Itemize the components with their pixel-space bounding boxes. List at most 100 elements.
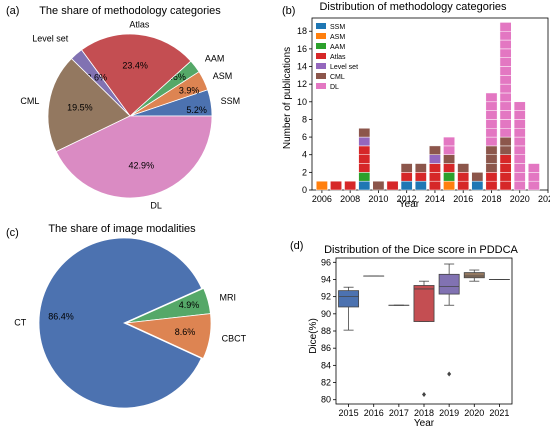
pie-percent-label: 2.6% [165,72,186,82]
bar-segment-dl [443,136,455,147]
pie-chart: 4.9% MRI 8.6% CBCT 86.4% CT [14,237,247,409]
x-axis-label: Year [414,418,435,429]
pie-percent-label: 2.6% [86,73,107,83]
pie-percent-label: 4.9% [179,300,200,310]
bar-segment-cml [358,128,371,138]
legend-swatch [316,53,326,59]
x-tick-label: 2018 [414,408,434,418]
y-tick-label: 86 [321,343,331,353]
bar-segment-ssm [471,180,484,191]
plot-frame [335,257,513,405]
pie-category-label: DL [150,201,162,211]
x-tick-label: 2016 [453,194,473,204]
bar-segment-level-set [358,136,371,147]
x-tick-label: 2018 [481,194,501,204]
bar-segment-asm [315,180,328,191]
y-axis-label: Dice(%) [308,318,319,354]
x-tick-label: 2014 [425,194,445,204]
bar-segment-dl [513,101,526,111]
bar-segment-cml [485,154,498,164]
bar-segment-cml [372,180,385,191]
bar-segment-cml [429,145,441,155]
x-tick-label: 2021 [489,408,509,418]
bar-segment-atlas [429,163,441,173]
bar-segment-dl [499,66,512,76]
legend-label: SSM [330,24,345,31]
y-tick-label: 16 [297,44,307,54]
bar-segment-atlas [457,180,470,191]
bar-segment-atlas [358,163,371,173]
y-tick-label: 2 [302,167,307,177]
y-tick-label: 0 [302,185,307,195]
panel-label: (d) [290,240,303,252]
bar-segment-ssm [358,180,371,191]
bar-segment-ssm [400,180,413,191]
bar-segment-ssm [414,180,427,191]
bar-segment-atlas [443,163,455,173]
panel-label: (c) [6,227,19,239]
bar-segment-cml [499,145,512,155]
bar-segment-cml [499,136,512,147]
x-tick-label: 2008 [340,194,360,204]
legend-swatch [316,43,326,49]
bar-segment-dl [513,136,526,147]
pie-slice-cml [47,58,131,153]
legend-label: DL [330,84,339,91]
pie-category-label: AAM [205,54,225,64]
bar-segment-dl [499,30,512,41]
bar-segment-dl [513,180,526,191]
y-tick-label: 4 [302,150,307,160]
bar-segment-dl [527,180,540,191]
x-tick-label: 2020 [510,194,530,204]
y-tick-label: 90 [321,309,331,319]
bar-segment-atlas [330,180,342,191]
bar-segment-atlas [429,172,441,182]
y-tick-label: 82 [321,378,331,388]
bar-segment-dl [513,154,526,164]
pie-slice-cbct [124,313,212,359]
pie-category-label: Level set [32,34,69,44]
stacked-bar-chart: 2006 2008 2010 2012 2014 2016 2018 2020 2022 0 2 4 6… [297,17,550,204]
legend-swatch [316,33,326,39]
x-tick-label: 2012 [397,194,417,204]
y-tick-label: 10 [297,97,307,107]
bar-segment-dl [485,110,498,120]
bar-segment-atlas [499,180,512,191]
pie-category-label: CT [14,317,26,327]
y-tick-label: 94 [321,274,331,284]
pie-slice-dl [55,115,213,199]
y-tick-label: 88 [321,326,331,336]
bar-segment-atlas [457,172,470,182]
panel-c-modality-pie: (c) The share of image modalities 4.9% MR… [6,223,247,409]
y-tick-label: 6 [302,132,307,142]
y-tick-label: 84 [321,360,331,370]
chart-title: The share of methodology categories [39,5,221,17]
outlier-marker [422,392,426,398]
panel-b-methodology-bars: (b) Distribution of methodology categori… [282,1,550,210]
bar-segment-cml [400,163,413,173]
outlier-marker [447,371,452,377]
box-2018 [413,285,435,322]
y-axis-label: Number of publications [282,47,293,149]
bar-segment-dl [485,119,498,129]
y-tick-label: 18 [297,26,307,36]
y-tick-label: 12 [297,79,307,89]
bar-segment-dl [513,172,526,182]
pie-slice-atlas [80,33,192,117]
bar-segment-dl [499,110,512,120]
legend-label: ASM [330,34,345,41]
box-plot: 80 82 84 86 88 90 92 94 96 2015 2016 2017 2018 2019 20… [321,257,513,418]
y-tick-label: 80 [321,395,331,405]
panel-d-dice-boxplot: (d) Distribution of the Dice score in PD… [290,240,519,429]
chart-title: Distribution of methodology categories [319,1,507,13]
legend-swatch [316,83,326,89]
bar-segment-asm [443,180,455,191]
pie-percent-label: 5.2% [186,105,207,115]
x-axis-label: Year [399,199,420,210]
bar-segment-atlas [358,154,371,164]
y-tick-label: 92 [321,292,331,302]
panel-label: (a) [6,5,19,17]
bar-segment-dl [499,92,512,103]
bar-segment-atlas [358,145,371,155]
